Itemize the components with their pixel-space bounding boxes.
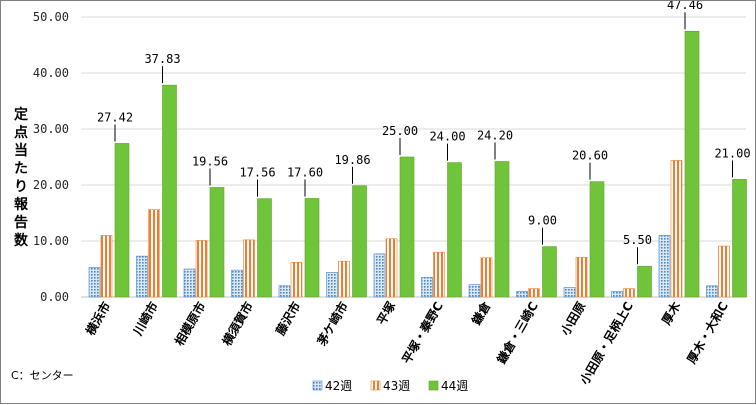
bar-43週 [290, 261, 303, 298]
bar-44週 [399, 156, 415, 298]
x-category-label: 相模原市 [171, 299, 208, 348]
x-category-label: 平塚 [374, 300, 398, 328]
bar-43週 [718, 245, 730, 298]
x-category-label: 藤沢市 [272, 299, 303, 339]
y-tick-label: 20.00 [33, 178, 69, 192]
bar-44週 [732, 179, 747, 298]
y-axis-label-char: 定 [14, 106, 28, 123]
bar-44週 [162, 84, 177, 298]
y-tick-label: 30.00 [33, 122, 69, 136]
bar-43週 [338, 260, 350, 298]
bar-42週 [326, 272, 338, 298]
x-category-label: 川崎市 [129, 299, 160, 339]
y-axis-label-char: り [14, 179, 28, 195]
data-label: 19.56 [192, 154, 228, 168]
x-category-label: 横浜市 [82, 299, 113, 338]
data-label: 24.20 [477, 128, 513, 142]
legend-label: 44週 [441, 379, 468, 393]
x-category-label: 横須賀市 [219, 299, 256, 348]
data-label: 27.42 [97, 110, 133, 124]
bar-42週 [231, 269, 243, 298]
data-label: 24.00 [429, 130, 465, 144]
bar-44週 [447, 162, 462, 298]
bar-42週 [658, 235, 671, 298]
bar-42週 [421, 277, 433, 298]
bar-42週 [563, 287, 576, 298]
data-label: 20.60 [572, 149, 608, 163]
bar-44週 [304, 198, 320, 298]
bar-44週 [352, 185, 367, 298]
legend-swatch [312, 380, 323, 391]
x-category-label: 平塚・秦野C [398, 299, 445, 366]
legend: 42週 43週 44週 [312, 379, 468, 393]
bar-42週 [136, 255, 148, 298]
bar-44週 [684, 30, 700, 298]
y-axis-label-char: 当 [14, 142, 28, 159]
data-label: 25.00 [382, 124, 418, 138]
x-category-label: 小田原 [557, 299, 588, 338]
y-tick-label: 0.00 [40, 290, 69, 304]
bar-44週 [637, 265, 652, 298]
y-axis-label-char: 点 [14, 124, 28, 141]
bar-43週 [243, 239, 255, 298]
y-axis-label: 定点当たり報告数 [14, 106, 29, 249]
data-label: 17.56 [239, 166, 275, 180]
legend-swatch [428, 380, 439, 391]
x-category-label: 鎌倉 [468, 298, 494, 328]
x-category-label: 鎌倉・三崎C [493, 299, 541, 367]
bar-44週 [114, 143, 130, 298]
data-label: 17.60 [287, 165, 323, 179]
bar-42週 [88, 267, 101, 298]
data-label: 37.83 [144, 52, 180, 66]
bar-42週 [468, 284, 481, 298]
y-axis-label-char: 報 [14, 196, 29, 213]
y-axis-label-char: た [14, 161, 28, 177]
bar-43週 [433, 251, 445, 298]
bar-43週 [623, 288, 635, 298]
x-category-label: 小田原・足柄上C [576, 299, 635, 387]
data-label: 9.00 [528, 214, 557, 228]
y-axis-label-char: 告 [14, 214, 28, 231]
legend-label: 43週 [383, 379, 410, 393]
bar-44週 [589, 181, 605, 298]
bar-42週 [706, 285, 718, 298]
annotation-text: C：センター [11, 369, 74, 382]
x-category-label: 厚木・大和C [683, 299, 730, 366]
y-tick-label: 40.00 [33, 66, 69, 80]
bar-42週 [611, 291, 623, 298]
y-tick-label: 50.00 [33, 10, 69, 24]
bar-42週 [278, 285, 291, 298]
bar-42週 [183, 268, 196, 298]
bar-43週 [385, 238, 398, 298]
data-label: 47.46 [667, 1, 703, 12]
legend-label: 42週 [325, 379, 352, 393]
bar-43週 [100, 235, 113, 298]
x-category-label: 茅ケ崎市 [314, 299, 351, 348]
bar-43週 [670, 160, 683, 298]
bar-43週 [195, 240, 208, 298]
x-category-label: 厚木 [658, 298, 683, 327]
y-tick-label: 10.00 [33, 234, 69, 248]
bar-44週 [542, 246, 557, 298]
legend-swatch [370, 380, 381, 391]
bar-44週 [209, 187, 225, 298]
data-label: 19.86 [334, 153, 370, 167]
bar-44週 [494, 161, 510, 298]
data-label: 5.50 [623, 233, 652, 247]
y-axis-label-char: 数 [14, 232, 29, 249]
bar-43週 [148, 209, 160, 298]
bar-44週 [257, 198, 272, 298]
data-label: 21.00 [714, 146, 750, 160]
bar-43週 [528, 288, 540, 298]
bar-43週 [480, 257, 493, 298]
bar-42週 [373, 253, 386, 298]
bar-42週 [516, 291, 528, 298]
bar-43週 [575, 256, 588, 298]
